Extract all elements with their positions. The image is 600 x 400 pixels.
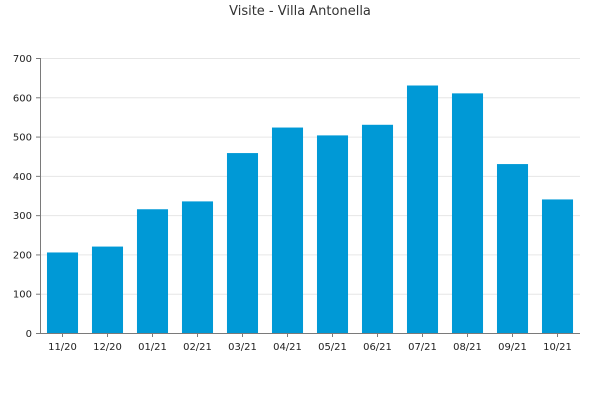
x-tick-label: 02/21 (183, 342, 212, 353)
bar-08-21 (451, 93, 484, 333)
x-tick-label: 04/21 (273, 342, 302, 353)
y-tick-label: 100 (13, 290, 32, 301)
x-tick-label: 07/21 (408, 342, 437, 353)
y-tick-label: 700 (13, 54, 32, 65)
x-tick-label: 09/21 (498, 342, 527, 353)
axis-layer: 0 100 200 300 400 500 600 700 11/20 12/20 01/21 02/… (13, 54, 580, 353)
y-tick-label: 0 (26, 329, 32, 340)
bar-10-21 (541, 199, 574, 333)
bar-11-20 (46, 252, 79, 333)
x-tick-label: 01/21 (138, 342, 167, 353)
y-tick-label: 300 (13, 211, 32, 222)
bar-01-21 (136, 209, 169, 333)
x-tick-label: 11/20 (48, 342, 77, 353)
bar-09-21 (496, 164, 529, 333)
bar-04-21 (271, 127, 304, 333)
x-tick-label: 08/21 (453, 342, 482, 353)
bar-02-21 (181, 201, 214, 333)
x-tick-label: 06/21 (363, 342, 392, 353)
bar-07-21 (406, 85, 439, 333)
grid-layer (40, 58, 580, 295)
y-tick-label: 400 (13, 172, 32, 183)
bar-12-20 (91, 246, 124, 333)
x-tick-label: 03/21 (228, 342, 257, 353)
chart-title: Visite - Villa Antonella (229, 4, 371, 19)
x-tick-label: 12/20 (93, 342, 122, 353)
x-tick-label: 10/21 (543, 342, 572, 353)
y-tick-label: 200 (13, 250, 32, 261)
x-tick-label: 05/21 (318, 342, 347, 353)
bar-06-21 (361, 124, 394, 333)
bar-03-21 (226, 153, 259, 333)
bar-layer (46, 85, 574, 333)
y-tick-label: 500 (13, 133, 32, 144)
y-tick-label: 600 (13, 93, 32, 104)
bar-05-21 (316, 135, 349, 333)
